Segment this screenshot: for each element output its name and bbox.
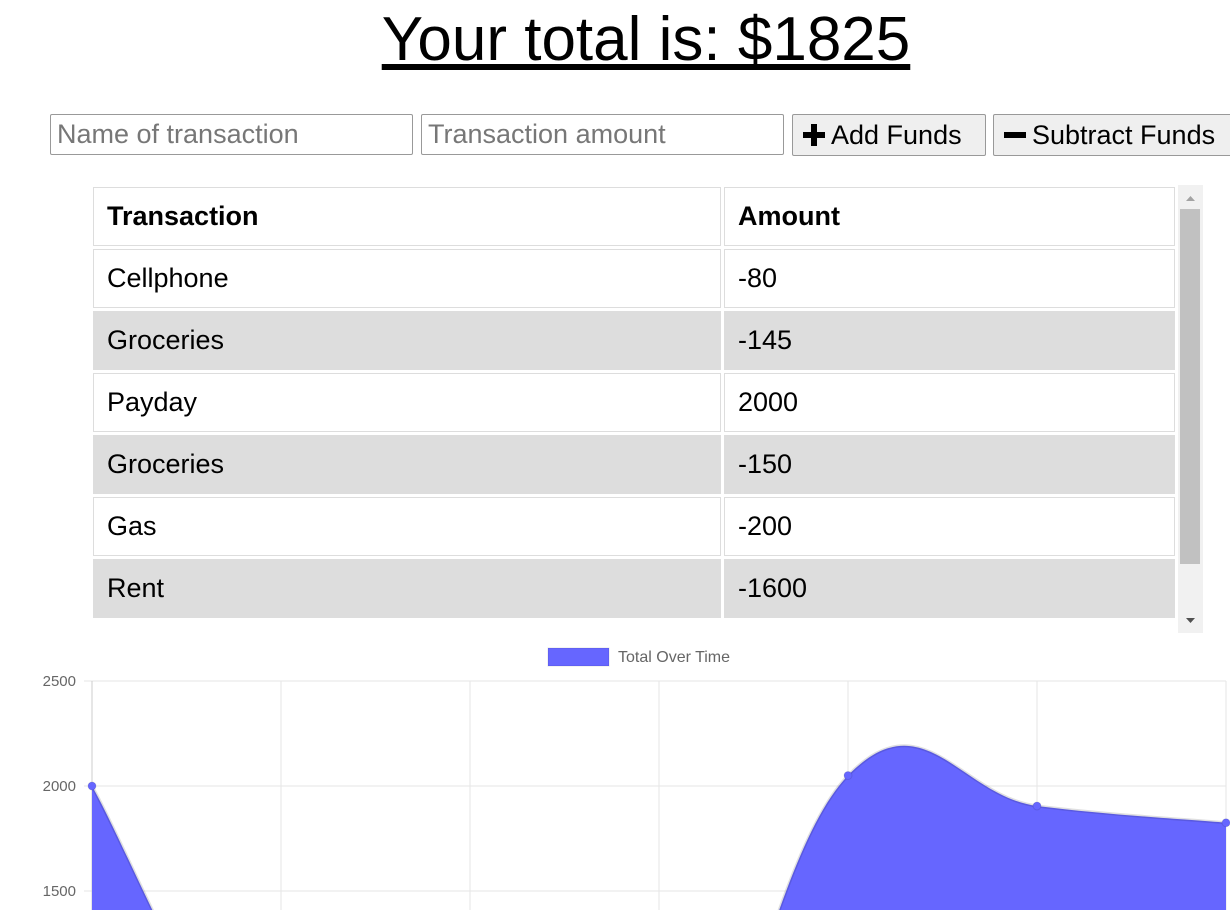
table-row: Groceries -145 xyxy=(93,311,1175,370)
table-row: Rent -1600 xyxy=(93,559,1175,618)
minus-icon xyxy=(1004,132,1026,138)
name-input[interactable] xyxy=(50,114,413,155)
legend-swatch xyxy=(547,647,610,667)
scroll-arrows xyxy=(1186,196,1195,623)
add-button[interactable]: Add Funds xyxy=(792,114,986,156)
table-row: Payday 2000 xyxy=(93,373,1175,432)
amount-cell: -80 xyxy=(724,249,1175,308)
add-label: Add Funds xyxy=(831,119,962,150)
amount-cell: -1600 xyxy=(724,559,1175,618)
amount-cell: -200 xyxy=(724,497,1175,556)
scroll-thumb[interactable] xyxy=(1180,209,1200,564)
name-cell: Cellphone xyxy=(93,249,721,308)
table-scroll[interactable]: Transaction Amount Cellphone -80 Groceries -1… xyxy=(93,185,1203,633)
legend-label: Total Over Time xyxy=(618,649,730,666)
y-tick-label: 2500 xyxy=(43,673,76,690)
point xyxy=(1032,801,1042,811)
scrollbar[interactable] xyxy=(1178,185,1203,633)
plus-icon xyxy=(803,124,825,146)
table-row: Gas -200 xyxy=(93,497,1175,556)
y-tick-label: 1500 xyxy=(43,883,76,900)
table-row: Cellphone -80 xyxy=(93,249,1175,308)
area xyxy=(92,745,1226,910)
name-cell: Groceries xyxy=(93,435,721,494)
subtract-button[interactable]: Subtract Funds xyxy=(993,114,1230,156)
subtract-label: Subtract Funds xyxy=(1032,119,1216,150)
point xyxy=(843,771,853,780)
y-tick-label: 2000 xyxy=(43,778,76,795)
amount-cell: 2000 xyxy=(724,373,1175,432)
column-header: Transaction xyxy=(93,187,721,246)
transactions-table: Transaction Amount Cellphone -80 Groceries -1… xyxy=(93,185,1178,621)
point xyxy=(1221,818,1230,828)
name-cell: Groceries xyxy=(93,311,721,370)
point xyxy=(87,781,97,791)
table-row: Groceries -150 xyxy=(93,435,1175,494)
amount-input[interactable] xyxy=(421,114,784,155)
amount-cell: -150 xyxy=(724,435,1175,494)
amount-cell: -145 xyxy=(724,311,1175,370)
name-cell: Gas xyxy=(93,497,721,556)
chart: 1500 2000 2500 Total Over Time xyxy=(43,647,1230,910)
column-header: Amount xyxy=(724,187,1175,246)
name-cell: Rent xyxy=(93,559,721,618)
name-cell: Payday xyxy=(93,373,721,432)
total-title: Your total is: $1825 xyxy=(381,5,911,74)
line xyxy=(90,744,1227,910)
